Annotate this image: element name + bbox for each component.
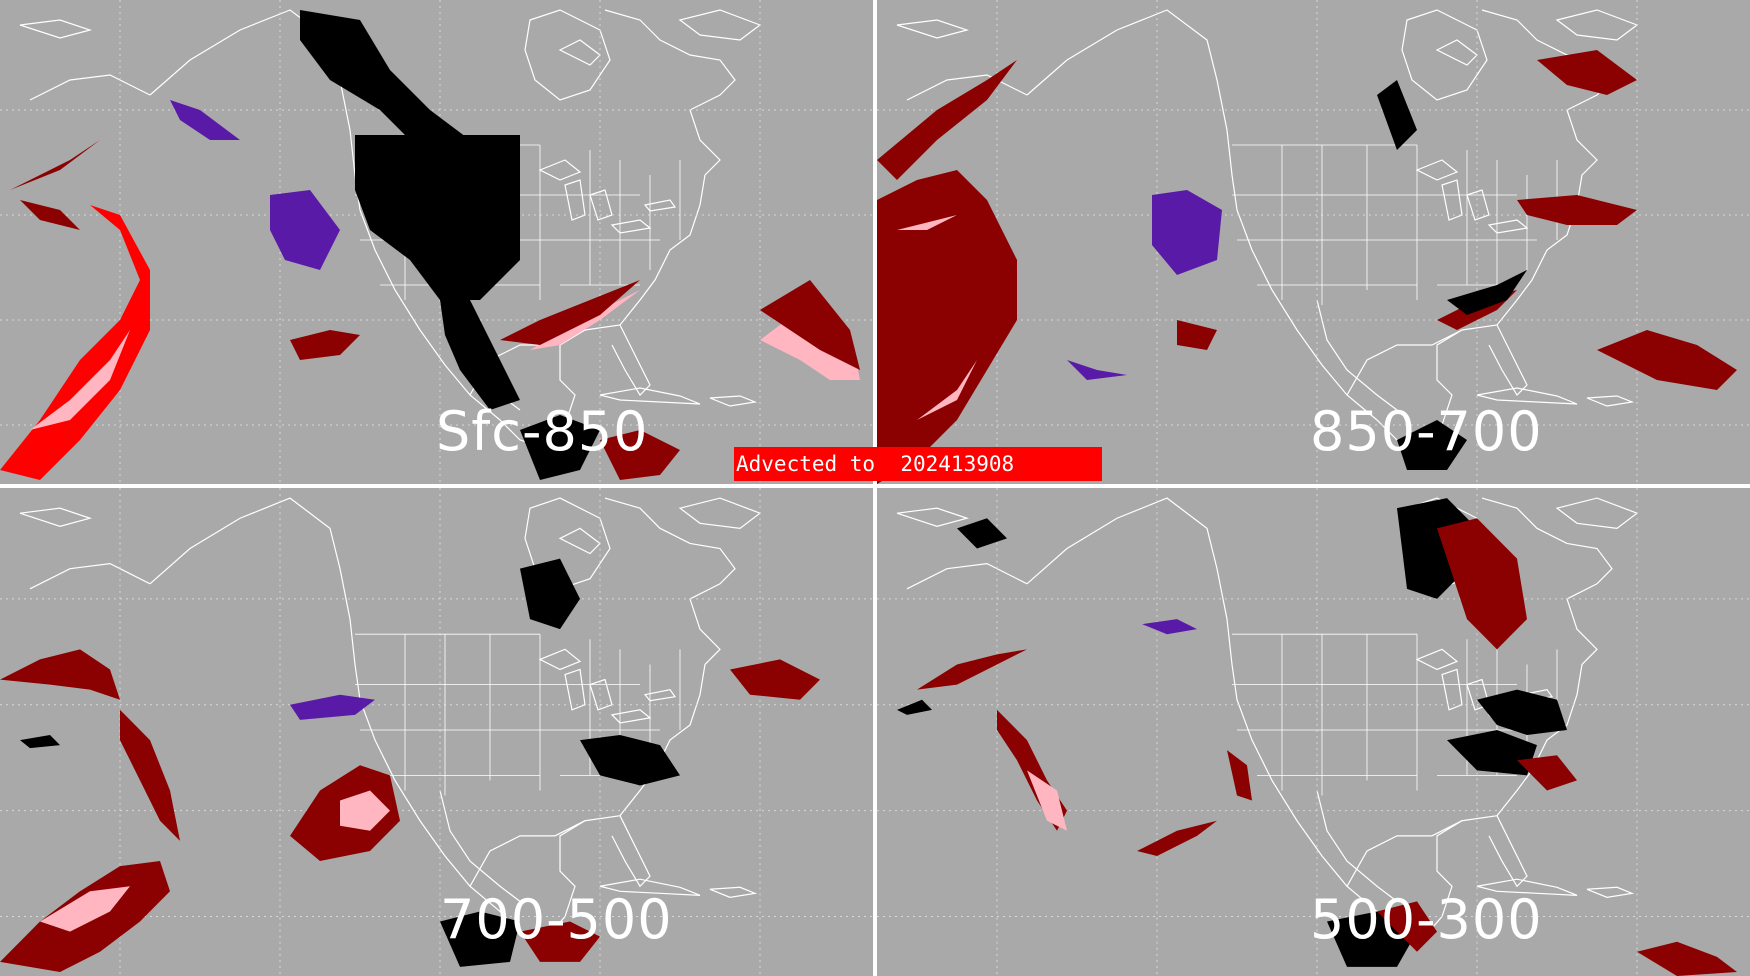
black-area xyxy=(957,518,1007,549)
horizontal-divider xyxy=(0,484,1750,488)
black-area xyxy=(355,135,520,300)
dark-red-area xyxy=(730,659,820,700)
black-area xyxy=(440,911,520,967)
dark-red-area xyxy=(0,649,120,700)
black-area xyxy=(1377,80,1417,150)
panel-label-500-300: 500-300 xyxy=(1310,888,1543,951)
dark-red-area xyxy=(1637,941,1737,976)
pink-area xyxy=(340,790,390,831)
panel-500-300 xyxy=(877,488,1750,976)
dark-red-area xyxy=(877,170,1017,484)
black-area xyxy=(1447,270,1527,315)
pink-area xyxy=(1027,770,1067,831)
dark-red-area xyxy=(120,709,180,841)
purple-area xyxy=(170,100,240,140)
dark-red-area xyxy=(1137,820,1217,857)
panel-map-svg xyxy=(0,0,873,484)
dark-red-area xyxy=(1537,50,1637,95)
black-area xyxy=(20,735,60,749)
dark-red-area xyxy=(877,60,1017,180)
vertical-divider xyxy=(873,0,877,976)
pink-area xyxy=(897,215,957,230)
advected-to-banner: Advected to 202413908 xyxy=(734,447,1102,481)
black-area xyxy=(1397,420,1467,470)
dark-red-area xyxy=(1177,320,1217,350)
black-area xyxy=(580,735,680,786)
panel-700-500 xyxy=(0,488,873,976)
purple-area xyxy=(1067,360,1127,380)
dark-red-area xyxy=(1597,330,1737,390)
black-area xyxy=(520,558,580,630)
dark-red-area xyxy=(520,921,600,962)
red-area xyxy=(0,205,150,480)
panel-map-svg xyxy=(0,488,873,976)
dark-red-area xyxy=(500,280,640,345)
panel-label-sfc-850: Sfc-850 xyxy=(436,400,649,463)
purple-area xyxy=(270,190,340,270)
panel-label-850-700: 850-700 xyxy=(1310,400,1543,463)
dark-red-area xyxy=(1517,755,1577,791)
black-area xyxy=(520,415,600,480)
purple-area xyxy=(1152,190,1222,275)
panel-label-700-500: 700-500 xyxy=(440,888,673,951)
dark-red-area xyxy=(10,140,100,190)
dark-red-area xyxy=(917,649,1027,690)
dark-red-area xyxy=(760,280,860,370)
black-area xyxy=(440,300,520,410)
pink-area xyxy=(40,886,130,932)
panel-sfc-850 xyxy=(0,0,873,484)
dark-red-area xyxy=(1437,518,1527,650)
black-area xyxy=(1447,729,1537,776)
black-area xyxy=(1477,689,1567,736)
dark-red-area xyxy=(1377,901,1437,952)
panel-map-svg xyxy=(877,0,1750,484)
purple-area xyxy=(290,694,375,720)
purple-area xyxy=(1142,619,1197,635)
dark-red-area xyxy=(600,430,680,480)
pink-area xyxy=(30,330,130,430)
panel-850-700 xyxy=(877,0,1750,484)
black-area xyxy=(300,10,470,150)
dark-red-area xyxy=(290,330,360,360)
black-area xyxy=(897,699,932,715)
dark-red-area xyxy=(1227,750,1252,801)
dark-red-area xyxy=(20,200,80,230)
panel-map-svg xyxy=(877,488,1750,976)
dark-red-area xyxy=(1517,195,1637,225)
